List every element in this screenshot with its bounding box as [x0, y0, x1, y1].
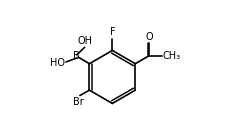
Text: O: O [144, 32, 152, 42]
Text: HO: HO [49, 58, 64, 68]
Text: F: F [109, 26, 115, 37]
Text: OH: OH [77, 36, 93, 46]
Text: Br: Br [72, 97, 83, 108]
Text: CH₃: CH₃ [162, 51, 180, 61]
Text: B: B [73, 51, 80, 61]
